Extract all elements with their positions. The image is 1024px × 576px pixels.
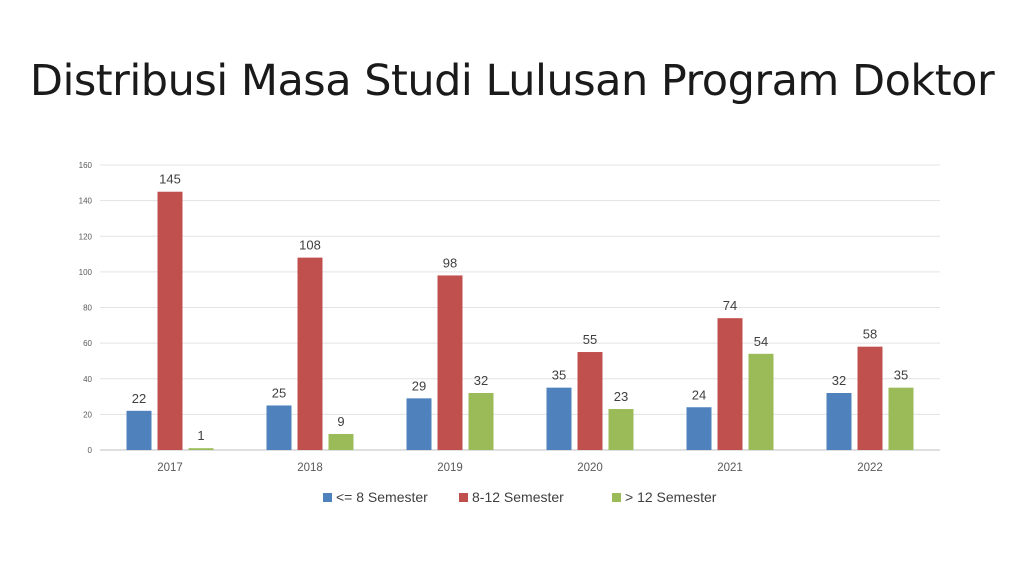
bar — [608, 409, 634, 450]
data-label: 35 — [894, 368, 908, 383]
x-tick-label: 2020 — [577, 462, 603, 474]
x-tick-label: 2021 — [717, 462, 743, 474]
bar — [266, 405, 292, 450]
bar — [577, 352, 603, 450]
data-label: 32 — [832, 373, 846, 388]
data-label: 145 — [159, 172, 181, 187]
bar — [437, 275, 463, 450]
data-label: 22 — [132, 391, 146, 406]
bar — [297, 257, 323, 450]
bar — [686, 407, 712, 450]
data-label: 1 — [197, 428, 204, 443]
y-tick-label: 20 — [83, 410, 92, 419]
bar — [406, 398, 432, 450]
legend-label: > 12 Semester — [625, 489, 717, 505]
bar — [328, 433, 354, 450]
legend-label: 8-12 Semester — [472, 489, 564, 505]
y-tick-label: 0 — [88, 446, 93, 455]
bar — [188, 448, 214, 450]
data-label: 58 — [863, 327, 877, 342]
data-label: 25 — [272, 385, 286, 400]
legend-swatch — [323, 493, 332, 502]
y-tick-label: 160 — [79, 161, 93, 170]
y-tick-label: 120 — [79, 232, 93, 241]
bar — [748, 353, 774, 450]
legend-label: <= 8 Semester — [336, 489, 428, 505]
data-label: 74 — [723, 298, 737, 313]
y-tick-label: 40 — [83, 375, 92, 384]
bar — [546, 387, 572, 450]
x-tick-label: 2019 — [437, 462, 463, 474]
x-tick-label: 2022 — [857, 462, 883, 474]
bar — [857, 346, 883, 450]
y-tick-label: 100 — [79, 268, 93, 277]
bar — [826, 393, 852, 450]
y-tick-label: 60 — [83, 339, 92, 348]
x-tick-label: 2018 — [297, 462, 323, 474]
data-label: 23 — [614, 389, 628, 404]
legend-swatch — [459, 493, 468, 502]
bar — [126, 410, 152, 450]
data-label: 24 — [692, 387, 706, 402]
bar — [157, 191, 183, 450]
chart-title: Distribusi Masa Studi Lulusan Program Do… — [29, 56, 995, 106]
y-tick-label: 140 — [79, 197, 93, 206]
legend-swatch — [612, 493, 621, 502]
data-label: 55 — [583, 332, 597, 347]
data-label: 108 — [299, 238, 321, 253]
data-label: 32 — [474, 373, 488, 388]
data-label: 54 — [754, 334, 768, 349]
data-label: 29 — [412, 378, 426, 393]
y-tick-label: 80 — [83, 304, 92, 313]
data-label: 9 — [337, 414, 344, 429]
bar — [468, 393, 494, 450]
data-label: 98 — [443, 255, 457, 270]
x-tick-label: 2017 — [157, 462, 183, 474]
data-label: 35 — [552, 368, 566, 383]
bar — [717, 318, 743, 450]
bar — [888, 387, 914, 450]
